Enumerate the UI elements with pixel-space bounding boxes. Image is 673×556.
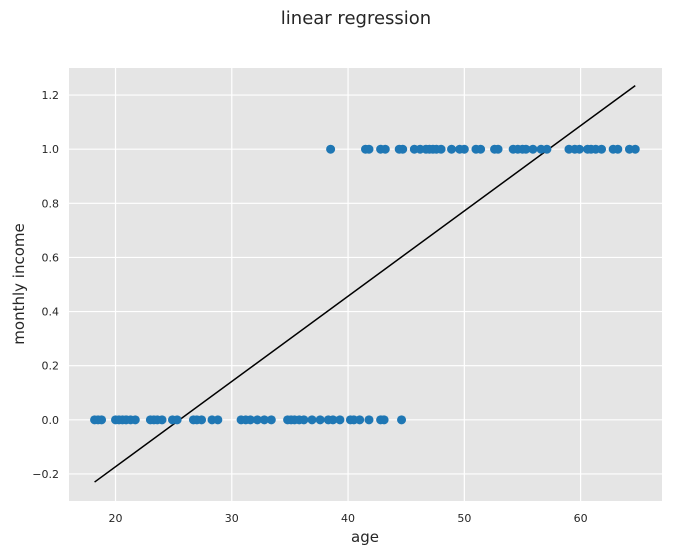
- scatter-point: [364, 415, 374, 425]
- scatter-point: [266, 415, 276, 425]
- scatter-point: [307, 415, 317, 425]
- y-tick-label: 0.0: [42, 414, 60, 427]
- x-tick-label: 30: [225, 512, 239, 525]
- scatter-point: [252, 415, 262, 425]
- x-axis-label: age: [351, 528, 379, 546]
- scatter-point: [476, 144, 486, 154]
- scatter-point: [397, 415, 407, 425]
- y-tick-label: 0.8: [42, 197, 60, 210]
- scatter-point: [335, 415, 345, 425]
- x-tick-label: 40: [341, 512, 355, 525]
- scatter-point: [355, 415, 365, 425]
- scatter-point: [398, 144, 408, 154]
- scatter-point: [436, 144, 446, 154]
- scatter-point: [379, 415, 389, 425]
- y-tick-label: 0.6: [42, 251, 60, 264]
- scatter-point: [213, 415, 223, 425]
- scatter-point: [130, 415, 140, 425]
- scatter-point: [574, 144, 584, 154]
- scatter-point: [459, 144, 469, 154]
- y-tick-label: −0.2: [32, 468, 59, 481]
- y-tick-label: 1.2: [42, 89, 60, 102]
- scatter-point: [259, 415, 269, 425]
- scatter-point: [299, 415, 309, 425]
- scatter-point: [597, 144, 607, 154]
- scatter-point: [97, 415, 107, 425]
- scatter-point: [315, 415, 325, 425]
- x-tick-label: 20: [109, 512, 123, 525]
- x-tick-label: 60: [574, 512, 588, 525]
- scatter-point: [172, 415, 182, 425]
- y-tick-label: 0.2: [42, 360, 60, 373]
- scatter-point: [493, 144, 503, 154]
- scatter-point: [613, 144, 623, 154]
- y-tick-label: 0.4: [42, 306, 60, 319]
- scatter-points: [90, 144, 640, 425]
- scatter-point: [630, 144, 640, 154]
- chart-title: linear regression: [281, 8, 431, 29]
- scatter-point: [380, 144, 390, 154]
- scatter-point: [197, 415, 207, 425]
- x-tick-label: 50: [457, 512, 471, 525]
- scatter-point: [447, 144, 457, 154]
- scatter-point: [328, 415, 338, 425]
- scatter-point: [326, 144, 336, 154]
- scatter-point: [542, 144, 552, 154]
- grid: [69, 68, 662, 501]
- scatter-point: [528, 144, 538, 154]
- y-tick-label: 1.0: [42, 143, 60, 156]
- y-axis-label: monthly income: [10, 223, 28, 344]
- y-tick-labels: −0.2 0.0 0.2 0.4 0.6 0.8 1.0 1.2: [32, 89, 59, 481]
- scatter-point: [521, 144, 531, 154]
- x-tick-labels: 20 30 40 50 60: [109, 512, 588, 525]
- scatter-point: [157, 415, 167, 425]
- scatter-point: [364, 144, 374, 154]
- scatter-point: [245, 415, 255, 425]
